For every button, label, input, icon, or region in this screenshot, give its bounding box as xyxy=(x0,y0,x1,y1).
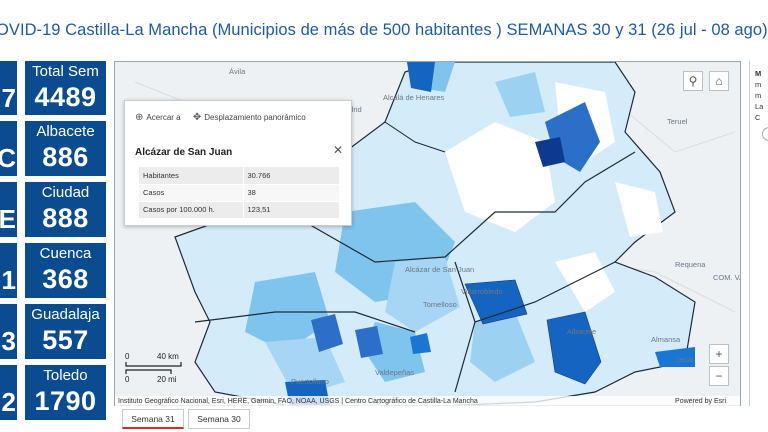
place-teruel: Teruel xyxy=(667,117,688,126)
legend-text: M xyxy=(755,69,762,78)
place-avila: Ávila xyxy=(229,67,246,76)
popup-attribute-table: Habitantes 30.766 Casos 38 Casos por 100.0… xyxy=(139,167,339,219)
pan-action[interactable]: Desplazamiento panorámico xyxy=(204,113,306,122)
table-row: Casos 38 xyxy=(139,184,339,202)
tile-label: Total Sem xyxy=(32,63,99,80)
tile-total-semana: Total Sem 4489 xyxy=(25,61,106,115)
scale-mi-label: 20 mi xyxy=(157,375,177,384)
tile-label: Guadalaja xyxy=(31,306,100,323)
tab-semana-30[interactable]: Semana 30 xyxy=(188,409,250,429)
stub-tile-1: 7 xyxy=(0,61,17,115)
table-row: Casos por 100.000 h. 123,51 xyxy=(139,201,339,219)
legend-text: m xyxy=(755,80,762,89)
map-search-button[interactable]: ⚲ xyxy=(683,71,703,91)
tile-value: 557 xyxy=(42,325,89,355)
popup-title: Alcázar de San Juan xyxy=(135,147,233,158)
tile-value: 1790 xyxy=(34,386,97,416)
zoom-to-icon: ⊕ xyxy=(135,112,144,123)
plus-icon: + xyxy=(715,347,723,361)
loading-ring-icon xyxy=(762,127,768,141)
place-puertollano: Puertollano xyxy=(291,377,329,386)
place-yecla: Yecla xyxy=(675,355,694,364)
legend-panel: M m m La C xyxy=(749,61,768,406)
table-row: Habitantes 30.766 xyxy=(139,167,339,185)
home-icon: ⌂ xyxy=(715,74,723,88)
place-alcazar: Alcázar de San Juan xyxy=(405,265,474,274)
dashboard-title: OVID-19 Castilla-La Mancha (Municipios d… xyxy=(0,21,768,39)
zoom-out-button[interactable]: − xyxy=(709,366,729,386)
place-madrid: adrid xyxy=(345,105,362,114)
stub-tile-4: 1 xyxy=(0,243,17,298)
place-almansa: Almansa xyxy=(651,335,681,344)
tile-label: Toledo xyxy=(43,367,88,384)
tile-guadalajara: Guadalaja 557 xyxy=(25,304,106,359)
tile-value: 4489 xyxy=(34,82,97,112)
map-attribution: Instituto Geográfico Nacional, Esri, HER… xyxy=(115,396,740,408)
stub-tile-3: E xyxy=(0,182,17,237)
tile-toledo: Toledo 1790 xyxy=(25,365,106,420)
scale-km-label: 40 km xyxy=(157,352,179,361)
legend-text: m xyxy=(755,91,762,100)
place-alcala: Alcalá de Henares xyxy=(383,93,445,102)
attribution-powered-by[interactable]: Powered by Esri xyxy=(675,398,726,405)
legend-text: La xyxy=(755,102,764,111)
tile-ciudad-real: Ciudad 888 xyxy=(25,182,106,237)
tile-value: 888 xyxy=(42,203,89,233)
minus-icon: − xyxy=(715,369,723,383)
zoom-in-button[interactable]: + xyxy=(709,344,729,364)
feature-popup: ⊕ Acercar a ✥ Desplazamiento panorámico Al… xyxy=(124,100,352,226)
tab-semana-31[interactable]: Semana 31 xyxy=(122,409,184,429)
place-valdepenas: Valdepeñas xyxy=(375,368,414,377)
legend-text: C xyxy=(755,113,761,122)
popup-actions: ⊕ Acercar a ✥ Desplazamiento panorámico xyxy=(135,112,316,123)
search-icon: ⚲ xyxy=(688,74,698,88)
tile-cuenca: Cuenca 368 xyxy=(25,243,106,298)
scale-zero-km: 0 xyxy=(125,352,130,361)
scale-lines xyxy=(125,362,182,374)
pan-icon: ✥ xyxy=(192,112,202,123)
tile-label: Cuenca xyxy=(39,245,92,262)
scale-zero-mi: 0 xyxy=(125,375,130,384)
stub-tile-2: C xyxy=(0,121,17,176)
zoom-to-action[interactable]: Acercar a xyxy=(146,113,181,122)
title-bar: OVID-19 Castilla-La Mancha (Municipios d… xyxy=(0,14,768,50)
tile-value: 886 xyxy=(42,142,89,172)
tile-albacete: Albacete 886 xyxy=(25,121,106,176)
attribution-credits: Instituto Geográfico Nacional, Esri, HER… xyxy=(118,398,478,405)
tile-label: Albacete xyxy=(36,123,95,140)
tile-label: Ciudad xyxy=(41,184,90,201)
map-home-button[interactable]: ⌂ xyxy=(709,71,729,91)
stub-tile-6: 2 xyxy=(0,365,17,420)
place-villarrobledo: Villarrobledo xyxy=(461,287,503,296)
scale-bar: 0 40 km 0 20 mi xyxy=(125,352,185,386)
place-albacete: Albacete xyxy=(567,327,596,336)
close-icon[interactable]: ✕ xyxy=(332,143,343,157)
place-comval: COM. VALE xyxy=(713,273,741,282)
place-tomelloso: Tomelloso xyxy=(423,300,457,309)
stub-tile-5: 3 xyxy=(0,304,17,359)
place-requena: Requena xyxy=(675,260,706,269)
tile-value: 368 xyxy=(42,264,89,294)
